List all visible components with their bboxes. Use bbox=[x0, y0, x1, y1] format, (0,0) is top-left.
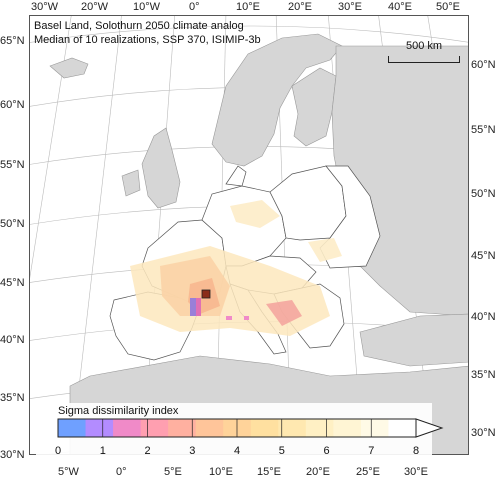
top-lon-label: 20°E bbox=[288, 1, 312, 13]
top-lon-label: 30°W bbox=[31, 1, 59, 13]
scale-bar-label: 500 km bbox=[405, 40, 443, 52]
title-line-1: Basel Land, Solothurn 2050 climate analo… bbox=[34, 20, 244, 32]
colorbar-segment bbox=[58, 419, 87, 437]
left-lat-label: 35°N bbox=[0, 392, 25, 404]
left-lat-label: 30°N bbox=[0, 449, 25, 461]
left-lat-label: 50°N bbox=[0, 218, 25, 230]
right-lat-label: 35°N bbox=[471, 369, 496, 381]
colorbar-segment bbox=[195, 419, 224, 437]
bottom-lon-label: 30°E bbox=[404, 466, 428, 478]
colorbar-segment bbox=[388, 419, 417, 437]
dissimilarity-overlay bbox=[130, 200, 342, 336]
left-lat-label: 60°N bbox=[0, 99, 25, 111]
colorbar-segment bbox=[250, 419, 279, 437]
legend-tick-label: 2 bbox=[144, 445, 151, 457]
top-lon-label: 10°W bbox=[133, 1, 161, 13]
map-frame[interactable] bbox=[29, 15, 469, 455]
top-lon-label: 30°E bbox=[338, 1, 362, 13]
top-lon-label: 10°E bbox=[236, 1, 260, 13]
colorbar-segment bbox=[85, 419, 114, 437]
colorbar-segment bbox=[278, 419, 307, 437]
bottom-lon-label: 0° bbox=[116, 466, 127, 478]
right-lat-label: 30°N bbox=[471, 427, 496, 439]
colorbar-segment bbox=[168, 419, 197, 437]
bottom-lon-label: 5°W bbox=[58, 466, 79, 478]
right-lat-label: 45°N bbox=[471, 250, 496, 262]
legend-tick-label: 8 bbox=[412, 445, 420, 457]
bottom-lon-label: 5°E bbox=[164, 466, 182, 478]
top-lon-label: 40°E bbox=[388, 1, 412, 13]
colorbar-extend-arrow bbox=[415, 418, 444, 438]
colorbar-segment bbox=[305, 419, 334, 437]
left-lat-label: 65°N bbox=[0, 35, 25, 47]
top-lon-label: 50°E bbox=[436, 1, 460, 13]
left-lat-label: 40°N bbox=[0, 334, 25, 346]
colorbar-segment bbox=[360, 419, 389, 437]
colorbar-segment bbox=[113, 419, 142, 437]
legend-tick-label: 6 bbox=[323, 445, 330, 457]
europe-map bbox=[30, 16, 468, 454]
map-title: Basel Land, Solothurn 2050 climate analo… bbox=[34, 19, 261, 47]
legend-tick-label: 4 bbox=[233, 445, 241, 457]
legend-title: Sigma dissimilarity index bbox=[58, 405, 179, 417]
legend-tick-label: 1 bbox=[99, 445, 106, 457]
scale-bar-line bbox=[388, 56, 460, 63]
left-lat-label: 55°N bbox=[0, 159, 25, 171]
colorbar-segments bbox=[57, 419, 417, 437]
right-lat-label: 55°N bbox=[471, 124, 496, 136]
legend-tick-label: 7 bbox=[368, 445, 375, 457]
left-lat-label: 45°N bbox=[0, 277, 25, 289]
right-lat-label: 50°N bbox=[471, 188, 496, 200]
colorbar-outline bbox=[57, 418, 417, 438]
scale-bar: 500 km bbox=[386, 40, 462, 66]
colorbar bbox=[57, 418, 444, 438]
right-lat-label: 60°N bbox=[471, 59, 496, 71]
legend-tick-label: 3 bbox=[189, 445, 196, 457]
bottom-lon-label: 25°E bbox=[356, 466, 380, 478]
top-lon-label: 0° bbox=[189, 1, 200, 13]
colorbar-segment bbox=[140, 419, 169, 437]
legend-tick-label: 5 bbox=[278, 445, 285, 457]
top-lon-label: 20°W bbox=[81, 1, 109, 13]
legend-tick-label: 0 bbox=[54, 445, 62, 457]
bottom-lon-label: 20°E bbox=[306, 466, 330, 478]
bottom-lon-label: 15°E bbox=[257, 466, 281, 478]
bottom-lon-label: 10°E bbox=[209, 466, 233, 478]
colorbar-segment bbox=[333, 419, 362, 437]
colorbar-legend: Sigma dissimilarity index 0 1 2 3 4 5 6 7 8 bbox=[36, 403, 444, 461]
title-line-2: Median of 10 realizations, SSP 370, ISIM… bbox=[34, 34, 261, 46]
right-lat-label: 40°N bbox=[471, 311, 496, 323]
